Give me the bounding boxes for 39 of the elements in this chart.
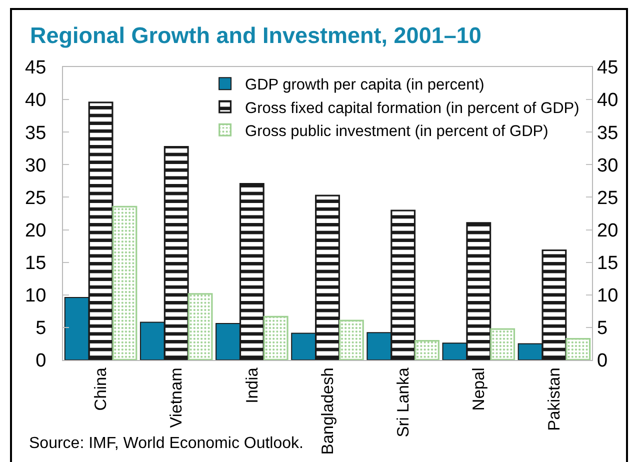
- y-tick-label: 35: [25, 122, 46, 144]
- legend-label: GDP growth per capita (in percent): [245, 76, 484, 94]
- y2-tick-label: 15: [597, 252, 618, 274]
- y2-tick-label: 30: [597, 155, 618, 176]
- y2-tick-label: 45: [597, 58, 618, 79]
- bar: [263, 316, 288, 360]
- y2-tick-label: 20: [597, 220, 618, 242]
- x-tick-label: Bangladesh: [318, 368, 337, 455]
- y2-tick-label: 25: [597, 188, 618, 209]
- bar: [338, 320, 364, 360]
- y-tick-label: 0: [36, 350, 46, 372]
- y-tick-label: 30: [25, 155, 46, 176]
- bar: [566, 338, 591, 360]
- y2-tick-label: 10: [597, 286, 618, 307]
- bar: [112, 206, 138, 360]
- x-tick-label: Nepal: [470, 368, 488, 411]
- y2-tick-label: 40: [597, 90, 618, 112]
- x-tick-label: Vietnam: [168, 368, 186, 428]
- bar: [188, 293, 213, 360]
- y-tick-label: 45: [25, 58, 46, 79]
- legend-label: Gross fixed capital formation (in percent of GDP): [245, 100, 580, 117]
- x-tick-label: China: [92, 366, 110, 411]
- y2-tick-label: 0: [597, 350, 608, 372]
- y-tick-label: 5: [36, 318, 46, 340]
- x-tick-label: India: [243, 366, 262, 404]
- y-tick-label: 25: [25, 188, 46, 209]
- bar: [490, 328, 516, 360]
- x-tick-label: Pakistan: [546, 368, 564, 431]
- y2-tick-label: 5: [597, 318, 608, 340]
- y-tick-label: 20: [25, 220, 46, 242]
- y-tick-label: 15: [25, 252, 46, 274]
- x-tick-label: Sri Lanka: [394, 366, 412, 438]
- chart-title: Regional Growth and Investment, 2001–10: [30, 22, 482, 48]
- bar: [414, 340, 440, 360]
- y2-tick-label: 35: [597, 122, 618, 144]
- source-note: Source: IMF, World Economic Outlook.: [29, 435, 304, 452]
- legend-label: Gross public investment (in percent of GDP): [245, 122, 548, 140]
- y-tick-label: 40: [25, 90, 46, 112]
- y-tick-label: 10: [25, 286, 46, 307]
